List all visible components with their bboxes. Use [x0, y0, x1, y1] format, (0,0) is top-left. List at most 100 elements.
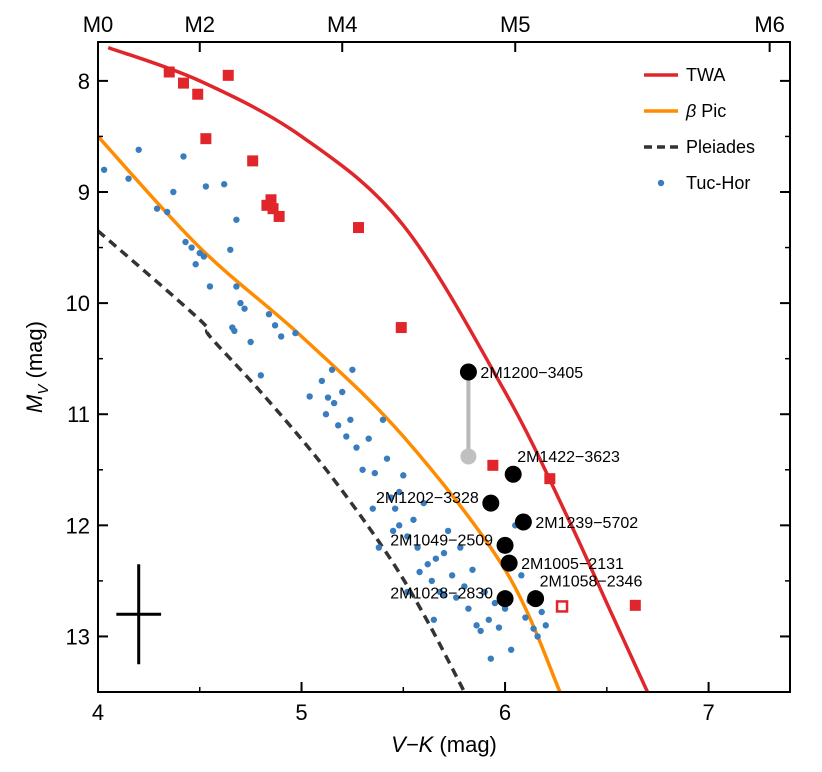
tuchor-point [424, 561, 431, 568]
targets-layer: 2M1200−3405 2M1422−3623 2M1202−3328 2M1239−… [376, 363, 642, 608]
tuchor-point [430, 616, 438, 623]
y-axis-label: MV (mag) [22, 321, 52, 413]
top-tick-label: M4 [327, 12, 358, 37]
tuchor-point [404, 533, 411, 540]
x-tick-label: 6 [499, 700, 511, 725]
target-point [504, 465, 522, 483]
x-axis-label: V−K (mag) [391, 732, 497, 757]
tuchor-point [233, 216, 240, 223]
tuchor-point [396, 522, 403, 529]
y-tick-label: 9 [78, 180, 90, 205]
y-tick-label: 12 [66, 513, 90, 538]
tuchor-point [200, 253, 208, 260]
legend-label: Tuc-Hor [686, 173, 750, 193]
tuchor-point [387, 494, 395, 501]
tuchor-point [379, 416, 387, 423]
tuchor-point [522, 614, 529, 621]
tuchor-point [192, 261, 199, 268]
tuchor-point [257, 372, 265, 379]
tuchor-point [265, 311, 273, 318]
twa-point [200, 133, 212, 145]
tuchor-point [495, 624, 503, 631]
tuchor-point [100, 166, 108, 173]
tuchor-point [318, 377, 326, 385]
plot-frame [97, 41, 791, 693]
tuchor-point [233, 283, 240, 290]
tuchor-point [322, 411, 330, 418]
tuchor-point [359, 466, 366, 473]
tuchor-point [444, 527, 452, 535]
twa-point [487, 459, 499, 471]
tuchor-point [448, 572, 456, 579]
x-tick-label: 5 [295, 700, 307, 725]
tuchor-point [220, 181, 228, 188]
tuchor-point [400, 472, 407, 479]
tuchor-point [292, 329, 299, 337]
twa-point [273, 210, 285, 222]
top-tick-label: M6 [754, 12, 785, 37]
tuchor-point [182, 238, 189, 246]
tuchor-point [349, 366, 356, 373]
legend: TWA β Pic Pleiades Tuc-Hor [644, 65, 755, 193]
top-tick-label: M0 [83, 12, 114, 37]
tuchor-point [237, 299, 244, 307]
tuchor-point [542, 622, 549, 629]
gray-point [460, 448, 477, 465]
target-point [482, 494, 500, 512]
beta-pic-curve [98, 135, 562, 692]
target-label: 2M1202−3328 [376, 490, 479, 507]
x-tick-label: 7 [702, 700, 714, 725]
tuchor-point [271, 322, 279, 329]
tuchor-point [231, 327, 238, 335]
tuchor-point [534, 633, 541, 640]
y-tick-label: 8 [78, 69, 90, 94]
tuchor-point [188, 244, 195, 251]
tuchor-point [414, 544, 421, 551]
tuchor-point [432, 555, 440, 562]
target-label: 2M1049−2509 [390, 532, 493, 549]
twa-point [192, 88, 204, 100]
twa-point [222, 69, 234, 81]
twa-point [353, 222, 365, 234]
tuchor-point [247, 338, 254, 346]
tuchor-point [481, 588, 488, 596]
target-point [527, 590, 545, 608]
target-label: 2M1005−2131 [521, 556, 624, 573]
target-point [496, 536, 514, 554]
tuchor-point [491, 599, 499, 607]
tuchor-point [420, 499, 427, 507]
tuchor-point [328, 366, 336, 373]
tuchor-point [365, 435, 372, 442]
tuchor-point [538, 608, 545, 616]
twa-point [629, 599, 641, 611]
legend-swatch-dot [657, 179, 665, 187]
tuchor-point [461, 583, 468, 590]
tuchor-point [371, 469, 378, 477]
target-label: 2M1422−3623 [517, 449, 620, 466]
target-point [459, 363, 477, 381]
y-tick-label: 13 [66, 624, 90, 649]
legend-label: β Pic [685, 101, 726, 121]
tuchor-point [241, 305, 248, 312]
axes-layer: 4 5 6 7 8 9 10 11 12 13 M0 M2 M4 M5 M6 V−K (mag) MV (mag… [22, 12, 791, 757]
twa-curve [107, 45, 650, 692]
tuchor-point [339, 388, 346, 396]
tuchor-point [353, 444, 360, 451]
tuchor-point [343, 433, 350, 440]
pleiades-curve [98, 229, 466, 692]
tuchor-point [501, 605, 509, 612]
target-label: 2M1200−3405 [480, 365, 583, 382]
tuchor-point [530, 625, 537, 632]
tuchor-point [473, 622, 480, 629]
tuchor-point [324, 394, 332, 401]
twa-point [247, 155, 259, 167]
tuchor-point [306, 393, 313, 400]
tuchor-point [391, 505, 399, 512]
twa-point [267, 203, 279, 215]
twa-point [163, 66, 175, 78]
twa-point [261, 199, 273, 211]
x-tick-label: 4 [92, 700, 104, 725]
tuchor-point [375, 544, 383, 551]
target-label: 2M1028−2830 [390, 586, 493, 603]
